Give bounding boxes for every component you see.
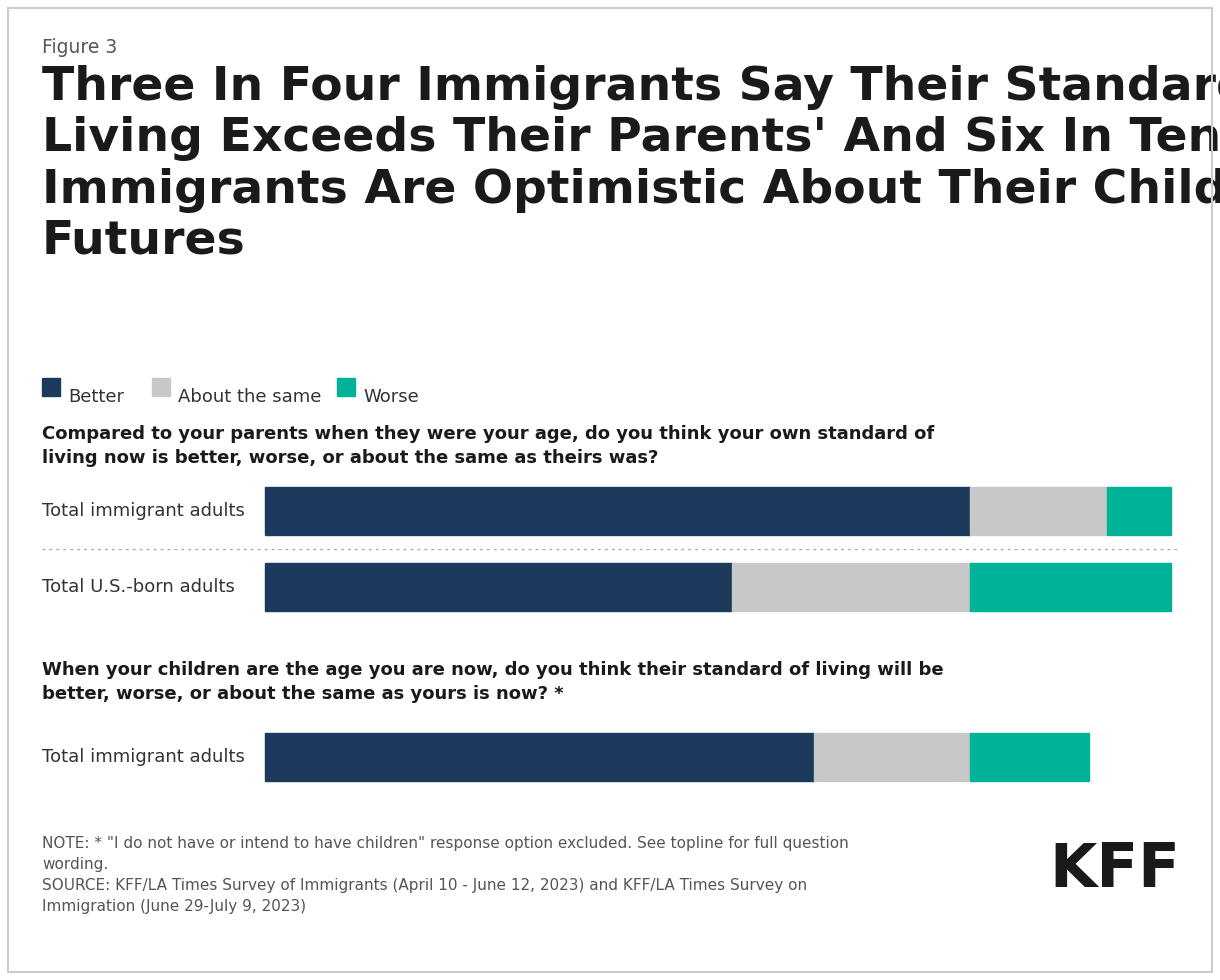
Text: 15%: 15% — [1016, 502, 1060, 520]
Text: Total U.S.-born adults: Total U.S.-born adults — [41, 578, 235, 596]
Text: 77%: 77% — [595, 502, 639, 520]
Text: 26%: 26% — [830, 578, 872, 596]
Bar — [970, 733, 1088, 781]
Text: 13%: 13% — [1008, 748, 1050, 766]
Text: Three In Four Immigrants Say Their Standard Of
Living Exceeds Their Parents' And: Three In Four Immigrants Say Their Stand… — [41, 65, 1220, 264]
Bar — [152, 378, 170, 396]
Bar — [814, 733, 970, 781]
Text: Total immigrant adults: Total immigrant adults — [41, 502, 245, 520]
Bar — [337, 378, 355, 396]
Bar — [970, 563, 1171, 611]
Text: Worse: Worse — [364, 388, 418, 406]
Text: 7%: 7% — [1124, 502, 1154, 520]
Bar — [265, 487, 970, 535]
Text: Figure 3: Figure 3 — [41, 38, 117, 57]
Text: 22%: 22% — [1049, 578, 1092, 596]
Text: Better: Better — [68, 388, 124, 406]
Text: Total immigrant adults: Total immigrant adults — [41, 748, 245, 766]
Text: About the same: About the same — [178, 388, 321, 406]
Text: KFF: KFF — [1049, 841, 1180, 900]
Text: 60%: 60% — [518, 748, 561, 766]
Bar — [1107, 487, 1171, 535]
Bar — [265, 563, 732, 611]
Bar — [265, 733, 814, 781]
Bar — [970, 487, 1107, 535]
Text: When your children are the age you are now, do you think their standard of livin: When your children are the age you are n… — [41, 661, 943, 703]
Bar — [41, 378, 60, 396]
Text: NOTE: * "I do not have or intend to have children" response option excluded. See: NOTE: * "I do not have or intend to have… — [41, 836, 849, 914]
Bar — [732, 563, 970, 611]
Text: Compared to your parents when they were your age, do you think your own standard: Compared to your parents when they were … — [41, 425, 935, 466]
Text: 17%: 17% — [870, 748, 914, 766]
Text: 51%: 51% — [477, 578, 520, 596]
